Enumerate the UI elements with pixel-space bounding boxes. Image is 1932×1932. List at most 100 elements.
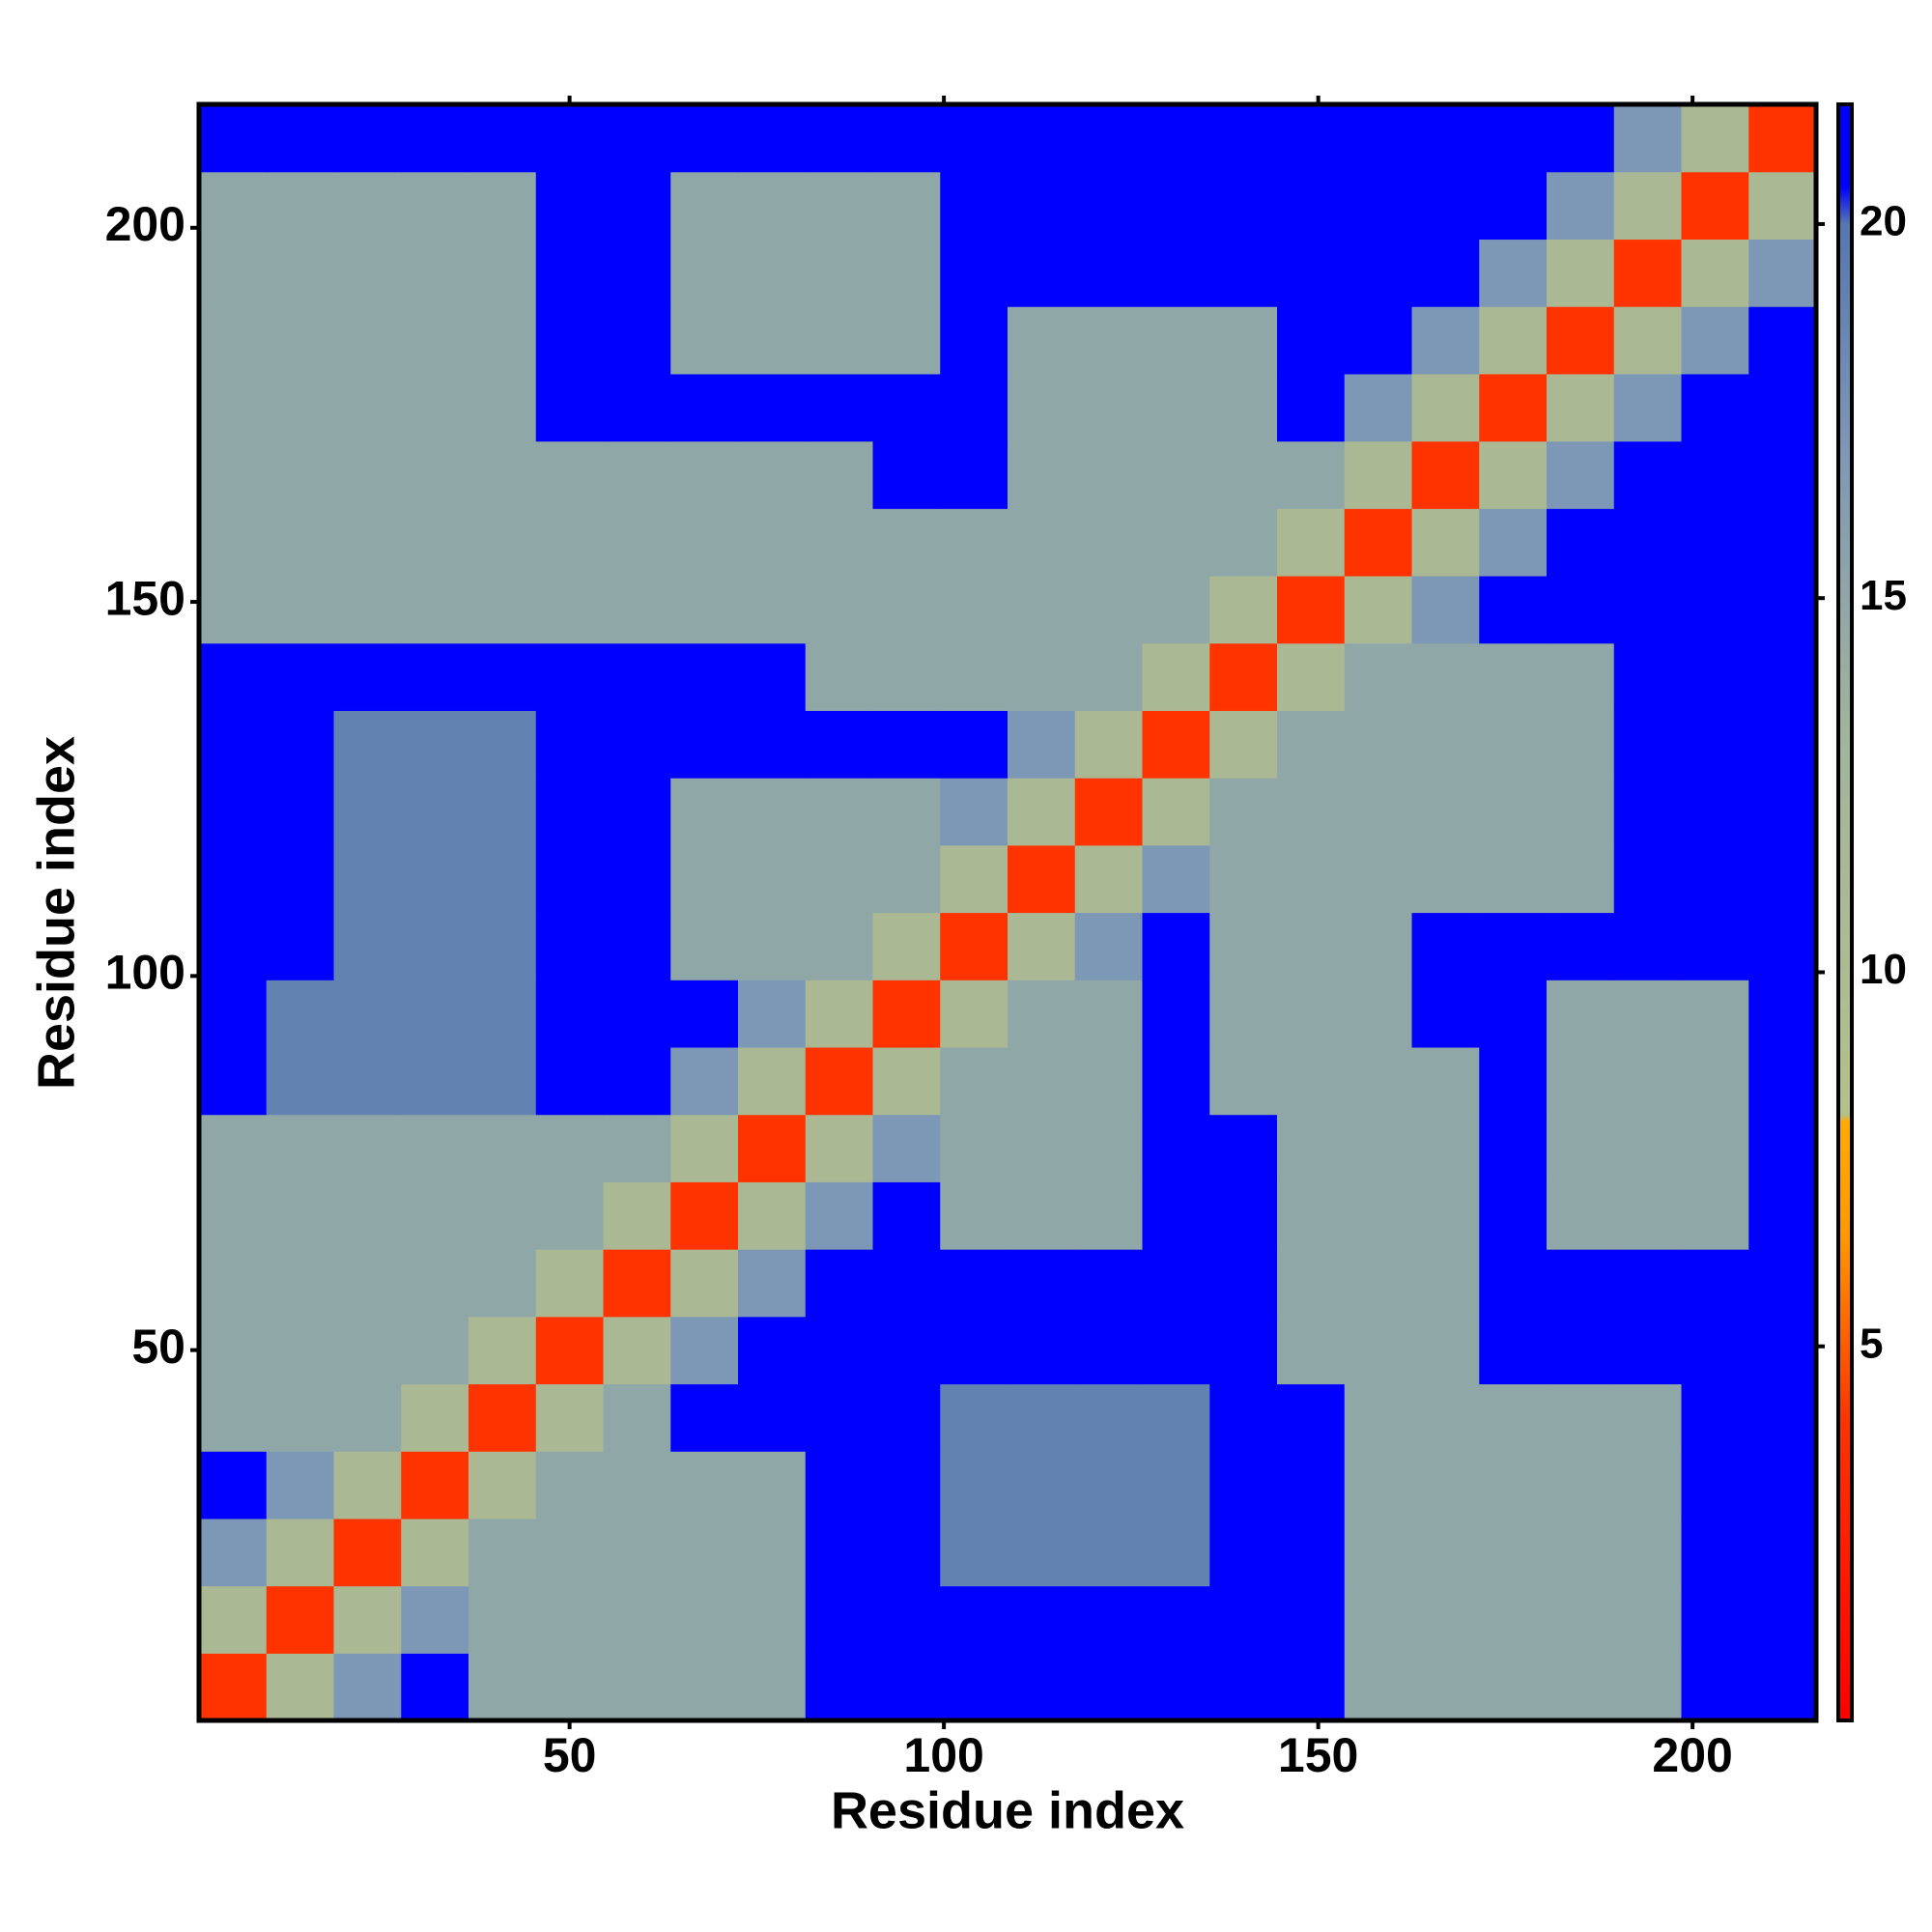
heatmap-cell: [199, 844, 268, 914]
heatmap-cell: [603, 306, 671, 375]
heatmap-cell: [1074, 373, 1144, 442]
heatmap-cell: [940, 1383, 1009, 1452]
heatmap-cell: [1209, 1046, 1278, 1116]
heatmap-cell: [199, 1181, 268, 1250]
heatmap-cell: [333, 642, 402, 711]
heatmap-cell: [1613, 1383, 1683, 1452]
heatmap-cell: [1142, 1114, 1210, 1182]
heatmap-cell: [1681, 710, 1749, 779]
heatmap-cell: [469, 1518, 537, 1587]
heatmap-cell: [872, 1518, 941, 1587]
heatmap-cell: [1547, 1046, 1615, 1116]
heatmap-cell: [1681, 1585, 1749, 1654]
heatmap-cell: [805, 508, 874, 577]
heatmap-cell: [872, 440, 941, 509]
heatmap-cell: [535, 844, 605, 914]
heatmap-cell: [1277, 1249, 1346, 1318]
heatmap-cell: [670, 373, 739, 442]
y-tick-label: 50: [131, 1320, 185, 1374]
heatmap-cell: [401, 1518, 469, 1587]
heatmap-cell: [469, 575, 537, 644]
heatmap-cell: [1209, 1114, 1278, 1182]
heatmap-cell: [1411, 373, 1480, 442]
heatmap-cell: [1748, 1383, 1817, 1452]
heatmap-cell: [670, 1114, 739, 1182]
heatmap-cell: [940, 1046, 1009, 1116]
heatmap-cell: [333, 844, 402, 914]
heatmap-cell: [872, 1181, 941, 1250]
heatmap-cell: [1547, 1249, 1615, 1318]
heatmap-cell: [1479, 912, 1548, 980]
heatmap-cell: [1142, 1046, 1210, 1116]
heatmap-cell: [603, 508, 671, 577]
heatmap-cell: [670, 642, 739, 711]
heatmap-cell: [199, 239, 268, 307]
heatmap-cell: [333, 575, 402, 644]
heatmap-cell: [333, 778, 402, 846]
heatmap-cell: [940, 642, 1009, 711]
heatmap-cell: [670, 980, 739, 1048]
heatmap-cell: [872, 575, 941, 644]
heatmap-cell: [1613, 1653, 1683, 1721]
heatmap-cell: [1681, 1383, 1749, 1452]
heatmap-cell: [805, 306, 874, 375]
heatmap-cell: [1344, 980, 1413, 1048]
heatmap-cell: [1008, 1383, 1076, 1452]
heatmap-cell: [469, 844, 537, 914]
heatmap-cell: [1074, 642, 1144, 711]
heatmap-cell: [1277, 844, 1346, 914]
heatmap-cell: [401, 306, 469, 375]
heatmap-cell: [940, 980, 1009, 1048]
heatmap-cell: [469, 710, 537, 779]
heatmap-cell: [469, 1585, 537, 1654]
heatmap-cell: [535, 1114, 605, 1182]
heatmap-cell: [1748, 373, 1817, 442]
heatmap-cell: [1277, 1046, 1346, 1116]
heatmap-cell: [1008, 508, 1076, 577]
heatmap-cell: [1344, 912, 1413, 980]
heatmap-cell: [1344, 1316, 1413, 1385]
heatmap-cell: [1277, 373, 1346, 442]
heatmap-cell: [401, 104, 469, 173]
heatmap-cell: [1209, 104, 1278, 173]
heatmap-cell: [940, 171, 1009, 241]
heatmap-cell: [1411, 306, 1480, 375]
heatmap-cell: [1479, 980, 1548, 1048]
heatmap-cell: [266, 1585, 335, 1654]
heatmap-cell: [603, 844, 671, 914]
heatmap-cell: [1681, 980, 1749, 1048]
heatmap-cell: [738, 508, 807, 577]
heatmap-cell: [1008, 778, 1076, 846]
heatmap-cell: [1547, 1316, 1615, 1385]
heatmap-cell: [1209, 1181, 1278, 1250]
heatmap-cell: [1613, 508, 1683, 577]
heatmap-cell: [738, 1316, 807, 1385]
heatmap-cell: [670, 912, 739, 980]
colorbar-tick-label: 20: [1860, 198, 1907, 245]
heatmap-cell: [1074, 1451, 1144, 1520]
heatmap-cell: [1008, 575, 1076, 644]
heatmap-cell: [1748, 844, 1817, 914]
heatmap-cell: [872, 1585, 941, 1654]
heatmap-cell: [1142, 1249, 1210, 1318]
heatmap-cell: [1411, 104, 1480, 173]
heatmap-cell: [1074, 104, 1144, 173]
heatmap-cell: [266, 844, 335, 914]
heatmap-cell: [1344, 1046, 1413, 1116]
heatmap-cell: [1277, 778, 1346, 846]
heatmap-cell: [1613, 1046, 1683, 1116]
heatmap-cell: [1209, 844, 1278, 914]
heatmap-cell: [266, 239, 335, 307]
heatmap-cell: [333, 1383, 402, 1452]
heatmap-cell: [1344, 1249, 1413, 1318]
heatmap-cell: [1681, 1451, 1749, 1520]
heatmap-cell: [1547, 575, 1615, 644]
heatmap-cell: [1748, 171, 1817, 241]
heatmap-cell: [1209, 710, 1278, 779]
heatmap-cell: [603, 575, 671, 644]
heatmap-cell: [333, 980, 402, 1048]
x-axis-title: Residue index: [831, 1781, 1184, 1839]
heatmap-cell: [1411, 1114, 1480, 1182]
heatmap-cell: [401, 373, 469, 442]
heatmap-cell: [535, 912, 605, 980]
